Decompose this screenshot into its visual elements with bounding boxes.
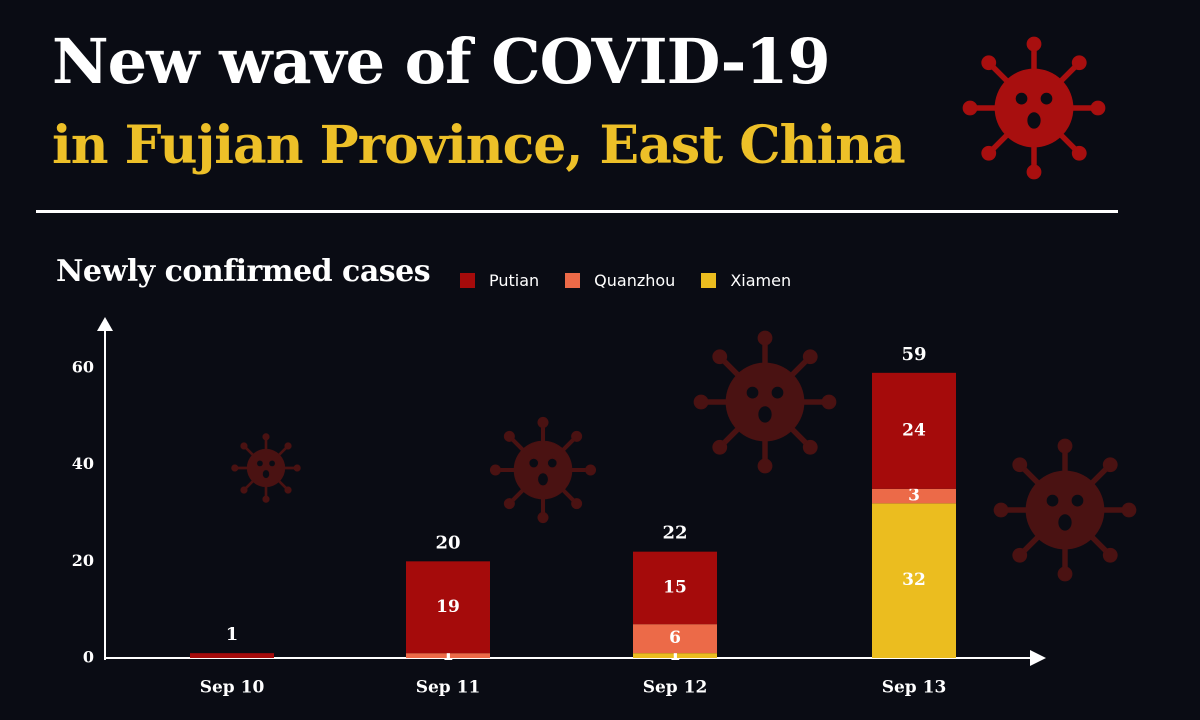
page-title: New wave of COVID-19 [52, 25, 831, 98]
bar-segment-quanzhou [406, 653, 490, 658]
bar-segment-xiamen [633, 653, 717, 658]
bar-segment-putian [633, 551, 717, 625]
bar-value-label: 19 [436, 597, 460, 617]
bar-value-label: 3 [908, 486, 920, 506]
x-tick-label: Sep 10 [200, 678, 265, 698]
chart-legend: Putian Quanzhou Xiamen [460, 266, 817, 294]
bar-total-label: 22 [662, 523, 687, 544]
x-axis-arrow [1030, 650, 1046, 666]
legend-swatch-quanzhou [565, 272, 581, 288]
legend-swatch-xiamen [701, 272, 717, 288]
bar-segment-putian [872, 372, 956, 489]
bar-value-label: 32 [902, 570, 926, 590]
x-tick-label: Sep 13 [882, 678, 947, 698]
legend-label-quanzhou: Quanzhou [594, 270, 676, 290]
legend-label-xiamen: Xiamen [730, 270, 792, 290]
y-tick-label: 20 [72, 551, 94, 570]
bar-value-label: 1 [442, 645, 454, 665]
y-tick-label: 60 [72, 358, 94, 377]
bar-segment-quanzhou [633, 624, 717, 654]
legend-label-putian: Putian [489, 270, 540, 290]
page-subtitle: in Fujian Province, East China [52, 115, 906, 176]
bar-segment-xiamen [872, 503, 956, 658]
legend-item-xiamen: Xiamen [701, 271, 791, 290]
bar-total-label: 59 [901, 344, 926, 365]
bar-value-label: 6 [669, 628, 681, 648]
bar-segment-putian [406, 561, 490, 654]
bar-segment-quanzhou [872, 488, 956, 504]
x-tick-label: Sep 12 [643, 678, 708, 698]
y-tick-label: 0 [83, 648, 94, 667]
title-divider [36, 210, 1118, 213]
legend-item-putian: Putian [460, 271, 539, 290]
y-tick-label: 40 [72, 454, 94, 473]
chart-title: Newly confirmed cases [56, 254, 431, 289]
bar-value-label: 15 [663, 577, 687, 597]
legend-swatch-putian [460, 272, 475, 288]
legend-item-quanzhou: Quanzhou [565, 271, 675, 290]
y-axis-arrow [97, 317, 113, 331]
bar-segment-putian [190, 653, 274, 658]
bar-total-label: 1 [226, 624, 239, 645]
bar-value-label: 1 [669, 645, 681, 665]
bar-value-label: 24 [902, 420, 926, 440]
bar-total-label: 20 [435, 532, 460, 553]
x-tick-label: Sep 11 [416, 678, 481, 698]
